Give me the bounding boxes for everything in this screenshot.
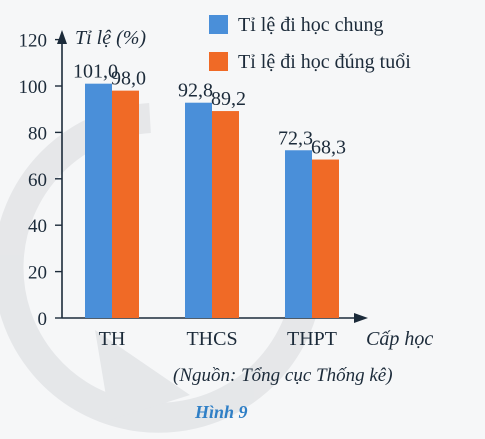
figure-caption: Hình 9 bbox=[194, 402, 248, 422]
y-tick-label-1: 20 bbox=[28, 263, 47, 284]
bar-thpt-series-1 bbox=[312, 159, 339, 318]
legend-label-on-time: Tỉ lệ đi học đúng tuổi bbox=[238, 51, 411, 73]
category-label-thpt: THPT bbox=[287, 328, 337, 350]
bar-th-series-1 bbox=[112, 90, 139, 318]
watermark-logo bbox=[0, 103, 320, 433]
data-label-thcs-series-0: 92,8 bbox=[178, 80, 213, 102]
bar-thcs-series-0 bbox=[185, 102, 212, 318]
y-axis-arrow bbox=[57, 30, 67, 44]
y-axis-title: Tỉ lệ (%) bbox=[75, 27, 146, 49]
data-label-thcs-series-1: 89,2 bbox=[211, 88, 246, 110]
bar-th-series-0 bbox=[85, 83, 112, 319]
bar-thpt-series-0 bbox=[285, 150, 312, 318]
y-tick-label-2: 40 bbox=[28, 216, 47, 237]
x-axis-title: Cấp học bbox=[366, 328, 433, 350]
source-note: (Nguồn: Tổng cục Thống kê) bbox=[173, 365, 393, 386]
y-tick-label-6: 120 bbox=[19, 31, 48, 52]
data-labels: 101,098,0 92,889,2 72,368,3 bbox=[73, 61, 346, 159]
bar-thcs-series-1 bbox=[212, 111, 239, 318]
legend: Tỉ lệ đi học chung Tỉ lệ đi học đúng tuổ… bbox=[209, 14, 411, 73]
data-label-thpt-series-1: 68,3 bbox=[311, 137, 346, 159]
x-axis-arrow bbox=[354, 313, 368, 323]
legend-swatch-general bbox=[209, 15, 228, 34]
y-tick-label-4: 80 bbox=[28, 123, 47, 144]
y-tick-label-3: 60 bbox=[28, 170, 47, 191]
data-label-thpt-series-0: 72,3 bbox=[278, 127, 313, 149]
y-tick-label-5: 100 bbox=[19, 77, 48, 98]
category-label-th: TH bbox=[99, 328, 126, 350]
legend-swatch-on-time bbox=[209, 52, 228, 71]
y-tick-label-0: 0 bbox=[38, 309, 48, 330]
category-labels: TH THCS THPT bbox=[99, 328, 337, 350]
data-label-th-series-0: 101,0 bbox=[73, 61, 118, 83]
legend-label-general: Tỉ lệ đi học chung bbox=[238, 14, 384, 36]
data-label-th-series-1: 98,0 bbox=[111, 68, 146, 90]
y-ticks: 0 20 40 60 80 100 120 bbox=[19, 31, 62, 330]
bars bbox=[85, 83, 339, 319]
category-label-thcs: THCS bbox=[186, 328, 237, 350]
